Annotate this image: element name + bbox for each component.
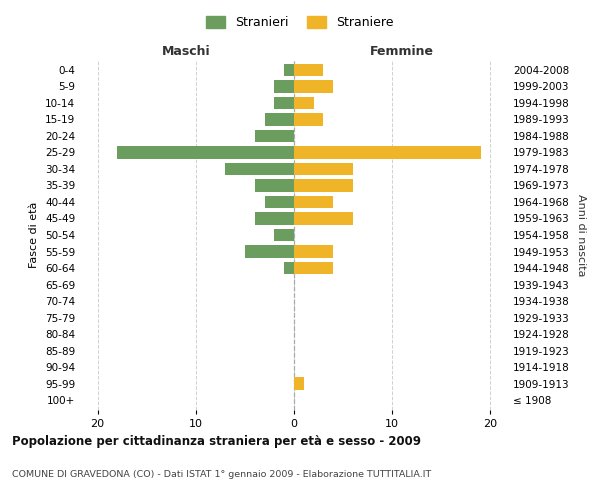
Bar [294,64,323,76]
Bar [294,378,304,390]
Y-axis label: Anni di nascita: Anni di nascita [576,194,586,276]
Bar [294,180,353,192]
Bar [294,262,333,274]
Y-axis label: Fasce di età: Fasce di età [29,202,40,268]
Bar [284,64,294,76]
Bar [255,212,294,224]
Text: COMUNE DI GRAVEDONA (CO) - Dati ISTAT 1° gennaio 2009 - Elaborazione TUTTITALIA.: COMUNE DI GRAVEDONA (CO) - Dati ISTAT 1°… [12,470,431,479]
Bar [225,163,294,175]
Bar [294,163,353,175]
Text: Popolazione per cittadinanza straniera per età e sesso - 2009: Popolazione per cittadinanza straniera p… [12,435,421,448]
Bar [294,80,333,92]
Bar [294,146,481,158]
Bar [274,229,294,241]
Bar [294,246,333,258]
Bar [294,196,333,208]
Bar [245,246,294,258]
Legend: Stranieri, Straniere: Stranieri, Straniere [202,11,398,34]
Bar [284,262,294,274]
Text: Femmine: Femmine [370,46,434,59]
Bar [294,212,353,224]
Bar [265,113,294,126]
Bar [117,146,294,158]
Bar [294,113,323,126]
Bar [294,96,314,109]
Text: Maschi: Maschi [161,46,211,59]
Bar [274,80,294,92]
Bar [255,180,294,192]
Bar [265,196,294,208]
Bar [255,130,294,142]
Bar [274,96,294,109]
